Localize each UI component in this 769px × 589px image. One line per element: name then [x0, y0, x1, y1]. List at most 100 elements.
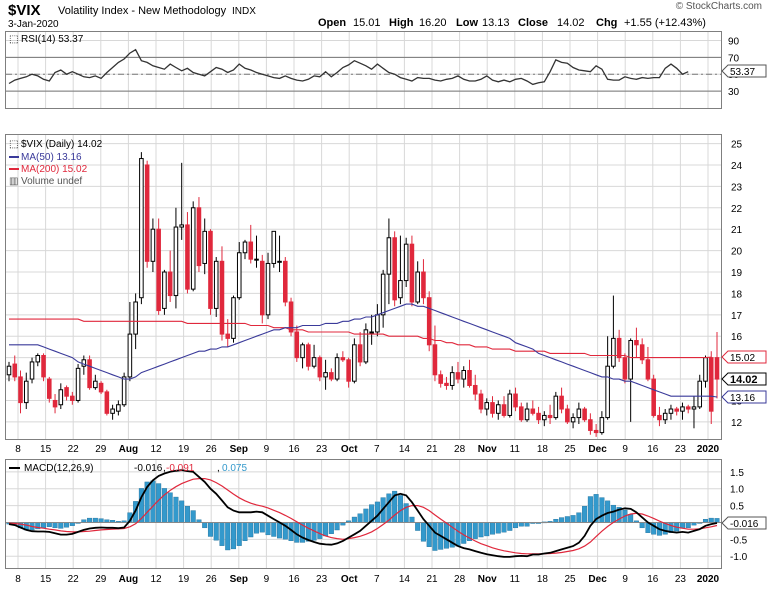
candle — [271, 230, 277, 268]
candle-body — [98, 382, 104, 393]
histogram-legend-value: 0.075 — [222, 463, 247, 474]
candle — [18, 370, 23, 414]
macd-histogram-bar — [524, 522, 530, 527]
candle-body — [70, 395, 75, 401]
candle — [208, 229, 213, 315]
rsi-value-badge-group: 53.37 — [721, 64, 767, 78]
candle — [116, 400, 121, 416]
macd-histogram-bar — [610, 504, 616, 523]
candle-body — [294, 331, 300, 359]
candle — [438, 370, 443, 388]
candle — [582, 406, 587, 422]
candle-body — [150, 228, 156, 262]
macd-histogram-bar — [576, 512, 582, 523]
macd-x-label: 16 — [288, 574, 300, 585]
signal-legend-value: -0.091 — [166, 463, 195, 474]
candle-body — [23, 380, 29, 404]
candle — [47, 376, 52, 403]
macd-x-label: 29 — [95, 574, 107, 585]
candle — [259, 254, 265, 324]
price-panel-frame — [5, 134, 722, 440]
candle — [202, 218, 207, 275]
macd-legend-comma-1: , — [163, 463, 166, 474]
candle — [691, 396, 697, 429]
candle-body — [599, 417, 605, 434]
candle-body — [248, 241, 254, 260]
macd-histogram-bar — [64, 522, 70, 528]
candle-body — [202, 230, 207, 264]
candle-body — [611, 337, 616, 367]
macd-histogram-bar — [323, 522, 329, 537]
ma50-legend: MA(50) 13.16 — [21, 152, 82, 163]
candle — [52, 394, 58, 414]
macd-histogram-bar — [472, 522, 478, 539]
macd-histogram-bar — [167, 492, 173, 523]
rsi-value-badge-shape — [721, 64, 767, 78]
candle-body — [708, 357, 714, 412]
candle-body — [225, 333, 231, 339]
candle-body — [196, 207, 202, 267]
candle — [536, 406, 541, 425]
candle — [98, 381, 104, 395]
candle-body — [162, 271, 167, 309]
candle — [70, 391, 75, 405]
macd-histogram-bar — [570, 515, 576, 523]
macd-x-label: 21 — [426, 574, 438, 585]
macd-x-label: 28 — [454, 574, 466, 585]
price-legend-icon: ⬚ — [9, 139, 18, 150]
candle-body — [208, 230, 213, 309]
x-axis-labels: 8 15 22 29 Aug 12 19 26 Sep 9 16 23 Oct 7 14 21 28 Nov 11 1… — [15, 444, 719, 585]
price-x-label: Oct — [341, 444, 358, 455]
macd-tick-label: -1.0 — [730, 552, 748, 563]
candle — [703, 355, 708, 388]
macd-x-label: Dec — [588, 574, 607, 585]
macd-x-label: 12 — [150, 574, 162, 585]
candle-body — [334, 357, 340, 380]
candle-body — [242, 241, 248, 254]
candle-body — [75, 367, 81, 401]
macd-histogram-bar — [219, 522, 225, 546]
macd-histogram-bar — [415, 522, 421, 531]
candle — [674, 406, 679, 416]
macd-x-label: 19 — [178, 574, 190, 585]
price-tick-label: 19 — [731, 268, 743, 279]
candle-body — [432, 344, 438, 376]
candle-body — [219, 260, 225, 335]
candle-body — [697, 380, 703, 408]
candle — [311, 344, 317, 369]
macd-x-label: Nov — [478, 574, 497, 585]
macd-x-label: 7 — [374, 574, 380, 585]
candle-body — [524, 408, 530, 421]
high-label: High — [389, 17, 414, 29]
candle — [444, 376, 449, 390]
candle — [150, 218, 156, 273]
candle-body — [41, 355, 46, 378]
price-x-label: 22 — [68, 444, 80, 455]
candle — [685, 404, 691, 414]
candle — [64, 385, 69, 401]
candle-body — [703, 357, 708, 382]
price-x-label: 21 — [426, 444, 438, 455]
candle — [265, 252, 271, 320]
candle-body — [369, 331, 374, 334]
candle-body — [81, 359, 87, 367]
macd-histogram-bar — [58, 522, 64, 529]
candle — [167, 250, 173, 302]
candle — [680, 402, 685, 420]
macd-histogram-bar — [559, 517, 565, 523]
exchange-label: INDX — [232, 6, 256, 17]
candle — [495, 400, 501, 420]
candle-body — [288, 301, 294, 333]
macd-legend-label: MACD(12,26,9) — [24, 463, 93, 474]
price-x-label: 14 — [399, 444, 411, 455]
candle — [651, 374, 656, 418]
macd-x-label: 22 — [68, 574, 80, 585]
candle — [288, 297, 294, 337]
candle-body — [651, 378, 656, 416]
candle-body — [271, 230, 277, 264]
candle-body — [403, 243, 409, 282]
price-tick-label: 23 — [731, 182, 743, 193]
candle-body — [472, 384, 478, 395]
candle — [219, 246, 225, 341]
candle-body — [104, 391, 110, 414]
